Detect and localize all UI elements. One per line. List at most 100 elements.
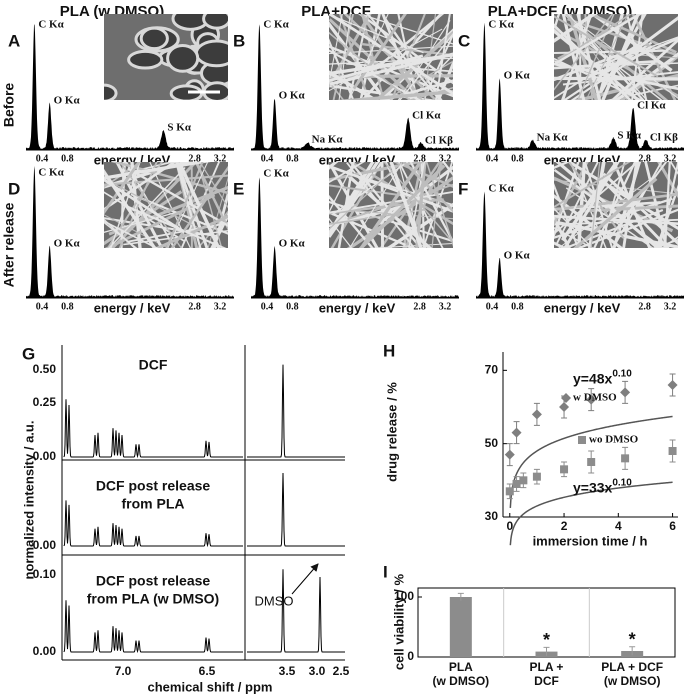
fiber: [434, 14, 451, 100]
marker: [668, 447, 677, 455]
fiber: [651, 238, 678, 248]
fiber: [425, 162, 453, 247]
panel-letter: F: [458, 179, 468, 198]
fiber: [612, 162, 652, 248]
bar: [449, 597, 472, 657]
peak-label: C Kα: [488, 19, 514, 31]
peak-label: C Kα: [263, 19, 289, 31]
fiber: [175, 162, 202, 248]
peak-label: S Kα: [617, 130, 641, 142]
fiber: [554, 14, 598, 43]
peak-label: Cl Kβ: [425, 135, 453, 147]
fiber: [104, 193, 216, 248]
fiber: [567, 18, 678, 57]
fiber: [329, 54, 424, 83]
fiber: [423, 14, 437, 100]
legend-label: w DMSO: [573, 392, 617, 404]
nmr-spectrum: [63, 364, 345, 459]
fiber: [585, 37, 678, 80]
fiber: [573, 177, 658, 248]
fiber: [339, 14, 370, 100]
fiber: [329, 217, 353, 248]
marker: [531, 409, 542, 420]
marker: [586, 394, 597, 405]
error-bar: [629, 646, 636, 656]
panel-letter: H: [383, 341, 395, 360]
fiber: [329, 70, 379, 100]
peak-label: O Kα: [54, 238, 81, 250]
y-tick-label: 0.00: [33, 449, 57, 463]
fiber: [104, 191, 186, 242]
panel-title: DCF post release: [96, 478, 211, 494]
error-bar: [543, 646, 550, 656]
x-tick-label: 0.8: [286, 153, 299, 164]
annotation-arrow: [291, 563, 319, 595]
panel-title: from PLA (w DMSO): [87, 591, 219, 607]
peak-label: C Kα: [38, 167, 64, 179]
fiber: [210, 212, 228, 248]
marker: [667, 380, 678, 390]
pore: [166, 44, 200, 73]
x-tick-label: 0.4: [36, 301, 49, 312]
x-axis-label: energy / keV: [94, 300, 171, 315]
fit-exponent: 0.10: [612, 478, 632, 489]
fiber: [554, 192, 678, 212]
x-tick-label: PLA + DCF (w DMSO): [601, 660, 663, 688]
fiber: [644, 162, 669, 248]
x-tick-label: 0.4: [261, 301, 274, 312]
marker: [560, 465, 569, 474]
sem-texture: [554, 14, 678, 100]
fiber: [554, 27, 678, 98]
x-tick-label: PLA + DCF: [530, 660, 564, 688]
fiber: [608, 162, 668, 240]
panel-title: DCF: [139, 357, 168, 373]
fiber: [610, 38, 678, 100]
x-tick-label: 0.4: [261, 153, 274, 164]
fiber: [104, 162, 142, 189]
y-tick-label: 50: [485, 436, 499, 450]
fiber: [110, 162, 228, 195]
fiber: [338, 14, 351, 100]
nmr-spectrum: [63, 472, 345, 548]
fiber: [431, 162, 442, 248]
marker: [620, 387, 631, 398]
sem-image: [329, 14, 453, 100]
fiber: [554, 162, 580, 239]
sem-image: [329, 162, 453, 248]
x-tick-label: 2.8: [413, 153, 426, 164]
x-tick-label: 2: [561, 519, 568, 533]
fiber: [436, 60, 453, 100]
y-tick-label: 0.00: [33, 644, 57, 658]
fiber: [554, 162, 631, 209]
fiber: [104, 162, 211, 180]
fiber: [415, 162, 427, 248]
y-tick-label: 0: [407, 649, 414, 663]
sem-texture: [329, 162, 453, 248]
x-tick-label: 3.2: [214, 153, 227, 164]
fiber: [329, 162, 339, 170]
fiber: [335, 90, 453, 100]
x-tick-label: 6: [669, 519, 676, 533]
x-tick-label: 0.4: [36, 153, 49, 164]
fiber: [108, 166, 186, 248]
fiber: [554, 14, 643, 66]
y-tick-label: 70: [485, 363, 499, 377]
fiber: [567, 14, 599, 100]
fiber: [389, 162, 423, 248]
x-tick-label: 6.5: [199, 664, 216, 678]
peak-label: O Kα: [54, 95, 81, 107]
peak-label: Na Kα: [312, 134, 344, 146]
fiber: [554, 15, 659, 78]
fiber: [383, 60, 453, 100]
fiber: [567, 162, 625, 240]
spectrum: [476, 22, 684, 151]
sem-texture: [329, 14, 453, 100]
fiber: [104, 204, 204, 233]
peak-label: O Kα: [504, 70, 531, 82]
x-tick-label: 2.8: [188, 301, 201, 312]
fiber: [570, 45, 653, 100]
fiber: [577, 14, 615, 100]
fiber: [404, 162, 444, 248]
fiber: [554, 215, 571, 248]
